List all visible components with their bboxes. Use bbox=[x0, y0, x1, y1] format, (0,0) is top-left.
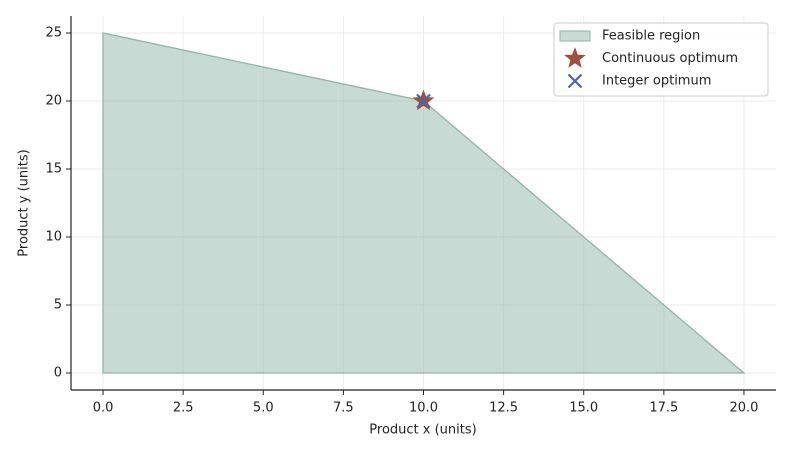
x-tick-label: 15.0 bbox=[569, 401, 598, 416]
x-tick-label: 17.5 bbox=[649, 401, 678, 416]
x-tick-label: 2.5 bbox=[173, 401, 194, 416]
y-tick-label: 25 bbox=[45, 26, 62, 41]
x-tick-label: 5.0 bbox=[253, 401, 274, 416]
x-tick-label: 20.0 bbox=[729, 401, 758, 416]
x-tick-label: 0.0 bbox=[93, 401, 114, 416]
y-tick-label: 5 bbox=[54, 298, 62, 313]
x-marker bbox=[567, 73, 583, 89]
legend-label: Integer optimum bbox=[602, 74, 711, 89]
y-tick-label: 0 bbox=[54, 366, 62, 381]
legend-label: Feasible region bbox=[602, 29, 700, 44]
x-axis-label: Product x (units) bbox=[369, 423, 476, 438]
x-tick-label: 12.5 bbox=[489, 401, 518, 416]
x-marker bbox=[416, 93, 431, 109]
legend-swatch bbox=[559, 30, 591, 42]
x-tick-label: 10.0 bbox=[409, 401, 438, 416]
legend-label: Continuous optimum bbox=[602, 51, 738, 66]
x-tick-label: 7.5 bbox=[333, 401, 354, 416]
y-tick-label: 20 bbox=[45, 94, 62, 109]
y-tick-label: 10 bbox=[45, 230, 62, 245]
legend-box bbox=[553, 22, 769, 97]
y-axis-label: Product y (units) bbox=[17, 149, 32, 256]
star-marker bbox=[564, 47, 586, 68]
y-tick-label: 15 bbox=[45, 162, 62, 177]
